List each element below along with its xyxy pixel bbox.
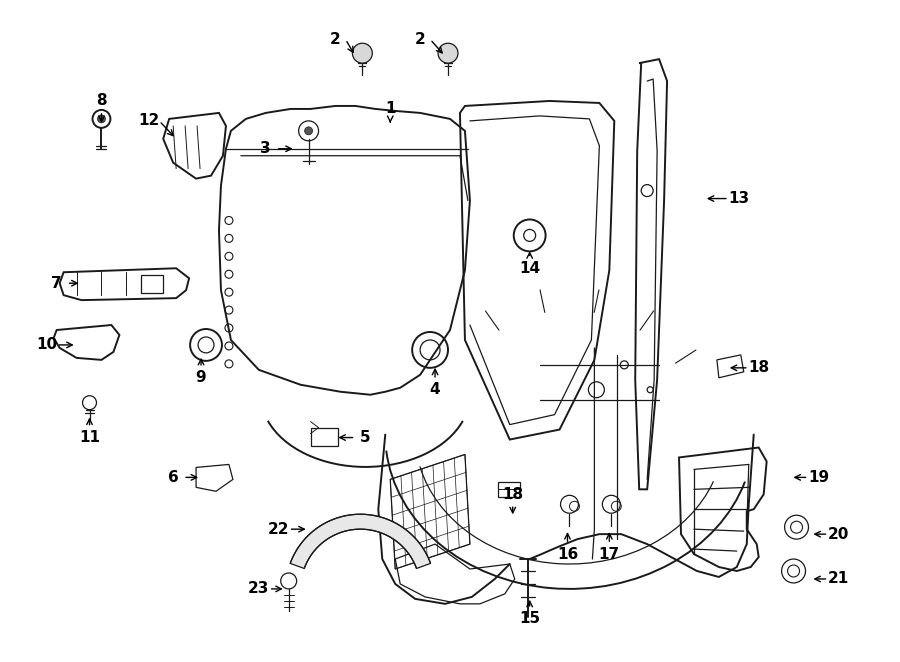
Text: 13: 13: [728, 191, 750, 206]
Text: 15: 15: [519, 611, 540, 626]
Text: 18: 18: [502, 487, 523, 502]
Bar: [310, 428, 338, 446]
Text: 16: 16: [557, 547, 578, 561]
Bar: [141, 275, 163, 293]
Text: 4: 4: [430, 382, 440, 397]
Text: 5: 5: [360, 430, 371, 445]
Text: 7: 7: [51, 275, 62, 291]
Text: 1: 1: [385, 101, 395, 117]
Text: 2: 2: [330, 32, 341, 47]
Circle shape: [353, 43, 373, 63]
Text: 12: 12: [139, 113, 160, 128]
Text: 18: 18: [748, 360, 770, 375]
Circle shape: [97, 115, 105, 123]
Text: 22: 22: [268, 522, 290, 537]
Text: 9: 9: [195, 370, 206, 385]
Text: 21: 21: [828, 571, 849, 587]
Text: 10: 10: [36, 338, 58, 352]
Text: 2: 2: [415, 32, 426, 47]
Text: 11: 11: [79, 430, 100, 445]
Circle shape: [438, 43, 458, 63]
Text: 14: 14: [519, 261, 540, 276]
Text: 20: 20: [828, 527, 849, 542]
Text: 8: 8: [96, 93, 107, 109]
Text: 23: 23: [248, 581, 269, 596]
Bar: [498, 483, 519, 497]
Text: 3: 3: [260, 141, 271, 156]
Text: 17: 17: [598, 547, 620, 561]
Circle shape: [304, 127, 312, 135]
Polygon shape: [290, 514, 430, 569]
Text: 6: 6: [167, 470, 178, 485]
Text: 19: 19: [808, 470, 829, 485]
